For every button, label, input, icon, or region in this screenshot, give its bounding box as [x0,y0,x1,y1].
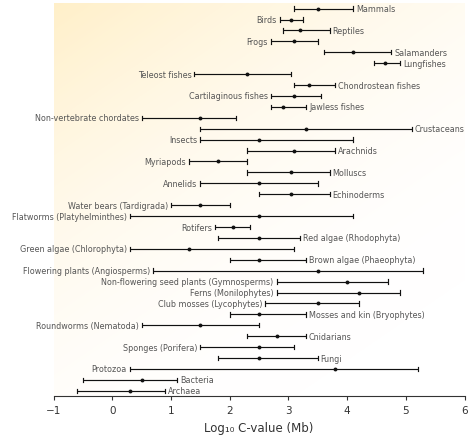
Text: Brown algae (Phaeophyta): Brown algae (Phaeophyta) [309,256,416,265]
Text: Green algae (Chlorophyta): Green algae (Chlorophyta) [20,245,127,254]
Text: Bacteria: Bacteria [180,375,214,385]
Text: Archaea: Archaea [168,386,201,396]
Text: Myriapods: Myriapods [144,158,186,166]
Text: Reptiles: Reptiles [332,27,365,36]
Text: Non-flowering seed plants (Gymnosperms): Non-flowering seed plants (Gymnosperms) [101,277,274,286]
Text: Red algae (Rhodophyta): Red algae (Rhodophyta) [303,234,401,243]
Text: Ferns (Monilophytes): Ferns (Monilophytes) [190,288,274,297]
Text: Rotifers: Rotifers [181,223,212,232]
Text: Flatworms (Platyhelminthes): Flatworms (Platyhelminthes) [12,212,127,221]
Text: Water bears (Tardigrada): Water bears (Tardigrada) [68,201,168,210]
Text: Annelids: Annelids [163,180,197,188]
Text: Mosses and kin (Bryophytes): Mosses and kin (Bryophytes) [309,310,425,319]
Text: Arachnids: Arachnids [338,147,378,156]
Text: Salamanders: Salamanders [394,49,447,58]
Text: Cnidarians: Cnidarians [309,332,352,341]
Text: Mammals: Mammals [356,5,395,14]
Text: Insects: Insects [169,136,197,145]
Text: Non-vertebrate chordates: Non-vertebrate chordates [35,114,139,123]
Text: Cartilaginous fishes: Cartilaginous fishes [189,92,268,101]
Text: Chondrostean fishes: Chondrostean fishes [338,81,420,90]
Text: Frogs: Frogs [246,38,268,47]
Text: Protozoa: Protozoa [91,364,127,374]
Text: Teleost fishes: Teleost fishes [138,71,191,79]
X-axis label: Log₁₀ C-value (Mb): Log₁₀ C-value (Mb) [204,421,314,434]
Text: Jawless fishes: Jawless fishes [309,103,364,112]
Text: Birds: Birds [256,16,277,25]
Text: Flowering plants (Angiosperms): Flowering plants (Angiosperms) [23,267,150,276]
Text: Echinoderms: Echinoderms [332,191,385,199]
Text: Molluscs: Molluscs [332,169,366,177]
Text: Club mosses (Lycophytes): Club mosses (Lycophytes) [157,299,262,308]
Text: Lungfishes: Lungfishes [403,60,446,69]
Text: Sponges (Porifera): Sponges (Porifera) [123,343,197,352]
Text: Crustaceans: Crustaceans [415,125,465,134]
Text: Roundworms (Nematoda): Roundworms (Nematoda) [36,321,139,330]
Text: Fungi: Fungi [321,354,342,363]
